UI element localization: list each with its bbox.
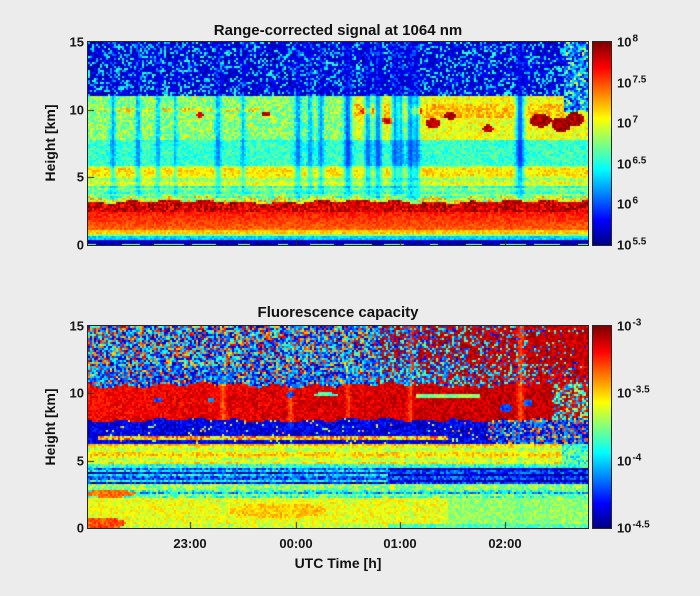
y-tick-label: 10 xyxy=(69,385,84,401)
y-tick-label: 15 xyxy=(69,318,84,334)
colorbar-exponent: -4 xyxy=(632,452,642,464)
colorbar-exponent: -3.5 xyxy=(632,384,650,396)
y-tick-label: 10 xyxy=(69,102,84,118)
x-tick-label: 01:00 xyxy=(383,536,417,551)
colorbar-base: 10 xyxy=(617,156,632,172)
y-tick-label: 5 xyxy=(76,453,84,469)
colorbar-tick-label: 10-4.5 xyxy=(617,519,650,536)
colorbar-base: 10 xyxy=(617,385,632,401)
y-tick-label: 0 xyxy=(76,237,84,253)
top-panel-title: Range-corrected signal at 1064 nm xyxy=(213,22,463,39)
colorbar-base: 10 xyxy=(617,318,632,334)
colorbar-exponent: 8 xyxy=(632,33,639,45)
colorbar-tick-label: 10-3 xyxy=(617,317,642,334)
colorbar-base: 10 xyxy=(617,75,632,91)
colorbar-base: 10 xyxy=(617,34,632,50)
y-tick-label: 15 xyxy=(69,34,84,50)
x-tick-label: 00:00 xyxy=(279,536,313,551)
colorbar-exponent: -4.5 xyxy=(632,519,650,531)
colorbar-base: 10 xyxy=(617,453,632,469)
top-heatmap-canvas xyxy=(87,41,589,246)
y-axis-label-top: Height [km] xyxy=(42,104,58,182)
colorbar-exponent: 6.5 xyxy=(632,155,647,167)
colorbar-tick-label: 106.5 xyxy=(617,155,647,172)
x-axis-label: UTC Time [h] xyxy=(294,555,382,571)
colorbar-tick-label: 10-4 xyxy=(617,452,642,469)
y-axis-label-bottom: Height [km] xyxy=(42,388,58,466)
colorbar-base: 10 xyxy=(617,520,632,536)
colorbar-base: 10 xyxy=(617,115,632,131)
colorbar-exponent: 7 xyxy=(632,114,639,126)
colorbar-tick-label: 105.5 xyxy=(617,236,647,253)
bottom-colorbar-canvas xyxy=(592,325,612,529)
colorbar-tick-label: 107.5 xyxy=(617,74,647,91)
colorbar-tick-label: 108 xyxy=(617,33,639,50)
colorbar-exponent: -3 xyxy=(632,317,642,329)
y-tick-label: 0 xyxy=(76,520,84,536)
colorbar-tick-label: 106 xyxy=(617,195,639,212)
top-colorbar-canvas xyxy=(592,41,612,246)
y-tick-label: 5 xyxy=(76,169,84,185)
colorbar-exponent: 7.5 xyxy=(632,74,647,86)
colorbar-tick-label: 10-3.5 xyxy=(617,384,650,401)
colorbar-exponent: 6 xyxy=(632,195,639,207)
colorbar-exponent: 5.5 xyxy=(632,236,647,248)
bottom-panel-title: Fluorescence capacity xyxy=(257,304,419,321)
x-tick-label: 02:00 xyxy=(488,536,522,551)
colorbar-base: 10 xyxy=(617,196,632,212)
colorbar-base: 10 xyxy=(617,237,632,253)
x-tick-label: 23:00 xyxy=(173,536,207,551)
bottom-heatmap-canvas xyxy=(87,325,589,529)
colorbar-tick-label: 107 xyxy=(617,114,639,131)
